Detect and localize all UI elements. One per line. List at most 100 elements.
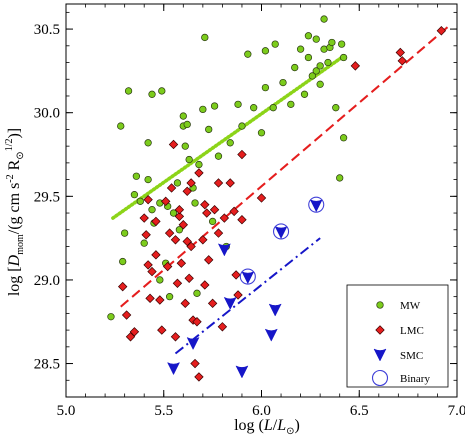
fit-line-mw — [111, 55, 344, 220]
mw-point — [173, 179, 182, 187]
mw-point — [271, 40, 279, 48]
mw-point — [140, 239, 148, 247]
smc-point — [223, 296, 237, 310]
lmc-point — [139, 213, 149, 223]
mw-point — [300, 90, 309, 98]
mw-point — [261, 47, 270, 55]
lmc-point — [237, 149, 247, 160]
y-axis-label: log [Dmom/(g cm s-2 R⊙1/2)] — [4, 128, 26, 296]
smc-point — [268, 303, 282, 317]
lmc-point — [350, 61, 361, 71]
smc-point — [166, 362, 181, 376]
legend-label-binary: Binary — [400, 373, 430, 385]
x-axis-label: log (L/L⊙) — [234, 417, 300, 437]
mw-point — [181, 142, 189, 150]
lmc-point — [145, 293, 155, 304]
binary-ring — [272, 223, 290, 240]
lmc-point — [204, 255, 214, 265]
lmc-point — [174, 211, 185, 222]
lmc-point — [186, 178, 196, 188]
x-tick-label: 5.0 — [57, 403, 76, 419]
mw-point — [250, 104, 258, 112]
mw-point — [226, 139, 234, 147]
x-tick-label: 6.0 — [252, 403, 271, 419]
mw-point — [261, 83, 270, 92]
mw-point — [183, 120, 191, 129]
lmc-point — [225, 178, 235, 188]
smc-point — [264, 328, 278, 342]
lmc-point — [207, 298, 218, 309]
lmc-point — [121, 310, 132, 320]
lmc-point — [147, 266, 157, 277]
mw-point — [199, 105, 207, 114]
mw-point — [296, 45, 305, 53]
legend-box — [346, 284, 449, 388]
mw-point — [165, 293, 174, 301]
legend: MW LMC SMC Binary — [346, 284, 449, 388]
x-tick-label: 5.5 — [154, 403, 173, 419]
mw-point — [117, 122, 125, 130]
mw-point — [234, 100, 242, 108]
legend-label-lmc: LMC — [400, 325, 424, 337]
mw-point — [208, 217, 217, 226]
mw-point — [304, 53, 313, 62]
mw-point — [339, 134, 348, 142]
legend-label-mw: MW — [400, 300, 421, 312]
y-tick-label: 29.0 — [34, 273, 60, 289]
mw-point — [328, 38, 336, 47]
mw-point — [148, 206, 156, 214]
legend-marker-smc — [373, 348, 387, 362]
smc-point — [235, 365, 249, 379]
lmc-point — [190, 358, 200, 369]
binary-smc-point — [309, 199, 323, 213]
mw-point — [312, 67, 320, 75]
lmc-point — [174, 205, 185, 215]
smc-point — [217, 243, 231, 257]
mw-point — [287, 100, 295, 108]
mw-point — [119, 257, 127, 266]
lmc-point — [172, 278, 183, 288]
binary-ring — [308, 196, 325, 213]
x-tick-label: 6.5 — [350, 403, 369, 419]
lmc-point — [229, 206, 239, 217]
mw-point — [339, 53, 348, 62]
mw-point — [185, 155, 193, 164]
y-tick-label: 30.5 — [34, 22, 60, 38]
lmc-point — [192, 317, 202, 327]
mw-point — [214, 152, 223, 160]
lmc-point — [168, 139, 179, 150]
lmc-point — [129, 327, 140, 337]
lmc-point — [141, 230, 151, 240]
mw-point — [308, 72, 316, 80]
binary-smc-point — [241, 271, 255, 285]
lmc-point — [194, 168, 204, 178]
mw-point — [210, 102, 219, 110]
mw-point — [338, 40, 346, 48]
mw-point — [158, 87, 166, 95]
mw-point — [279, 78, 287, 87]
lmc-point — [237, 215, 247, 225]
lmc-point — [233, 290, 243, 300]
mw-point — [175, 226, 184, 234]
lmc-point — [157, 325, 167, 335]
lmc-point — [213, 228, 224, 238]
lmc-point — [182, 186, 192, 196]
mw-point — [257, 129, 266, 137]
lmc-point — [178, 220, 188, 230]
lmc-point — [436, 26, 447, 36]
mw-point — [269, 104, 277, 112]
mw-point — [148, 90, 156, 98]
legend-marker-lmc — [375, 325, 385, 335]
mw-point — [156, 276, 164, 284]
lmc-point — [118, 281, 128, 292]
mw-point — [120, 229, 129, 237]
y-tick-label: 28.5 — [34, 357, 60, 373]
lmc-point — [184, 273, 194, 283]
binary-smc-point — [274, 225, 288, 239]
lmc-point — [217, 322, 228, 332]
lmc-point — [155, 295, 165, 305]
lmc-point — [397, 56, 407, 66]
mw-point — [336, 174, 344, 182]
lmc-point — [256, 193, 267, 203]
